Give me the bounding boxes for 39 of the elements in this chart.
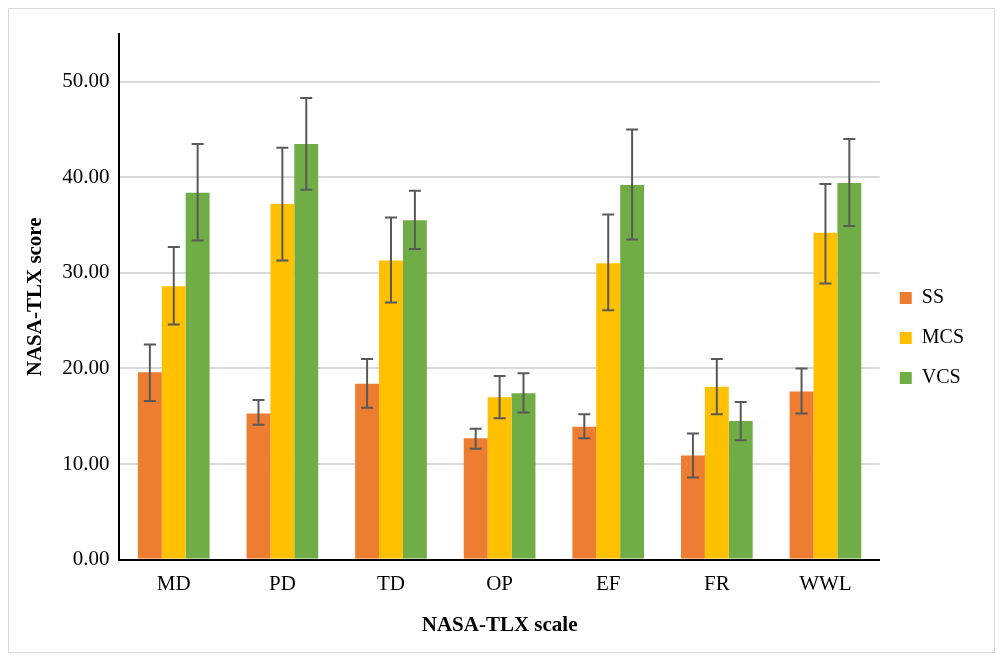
y-tick-label: 50.00 <box>62 68 110 93</box>
bar <box>246 413 271 559</box>
bar <box>270 204 295 559</box>
y-axis-title: NASA-TLX score <box>22 217 47 377</box>
x-axis-title: NASA-TLX scale <box>421 611 578 636</box>
x-tick-label: PD <box>268 570 296 595</box>
bar <box>620 184 645 559</box>
legend-label: SS <box>921 285 944 308</box>
bar <box>680 455 705 559</box>
y-tick-label: 10.00 <box>62 450 110 475</box>
y-tick-label: 40.00 <box>62 163 110 188</box>
bar <box>402 220 427 559</box>
y-tick-label: 0.00 <box>72 546 110 571</box>
x-tick-label: WWL <box>799 570 852 595</box>
bar <box>294 143 319 559</box>
x-tick-label: TD <box>376 570 405 595</box>
x-tick-label: EF <box>595 570 621 595</box>
bar <box>596 263 621 559</box>
bar <box>511 393 536 559</box>
bar <box>161 286 186 559</box>
bar <box>355 383 380 559</box>
x-tick-label: MD <box>156 570 191 595</box>
bar <box>789 391 814 559</box>
legend-label: VCS <box>921 365 961 388</box>
bar <box>185 192 210 559</box>
bar <box>137 372 162 559</box>
y-tick-label: 30.00 <box>62 259 110 284</box>
bar <box>704 386 729 559</box>
legend-label: MCS <box>921 325 964 348</box>
bar <box>728 421 753 559</box>
bar <box>837 183 862 559</box>
x-tick-label: FR <box>703 570 730 595</box>
y-tick-label: 20.00 <box>62 354 110 379</box>
bar <box>463 438 488 559</box>
bar <box>487 397 512 559</box>
bar <box>379 260 403 559</box>
bar <box>572 426 597 559</box>
x-tick-label: OP <box>486 570 514 595</box>
bar <box>813 232 838 559</box>
